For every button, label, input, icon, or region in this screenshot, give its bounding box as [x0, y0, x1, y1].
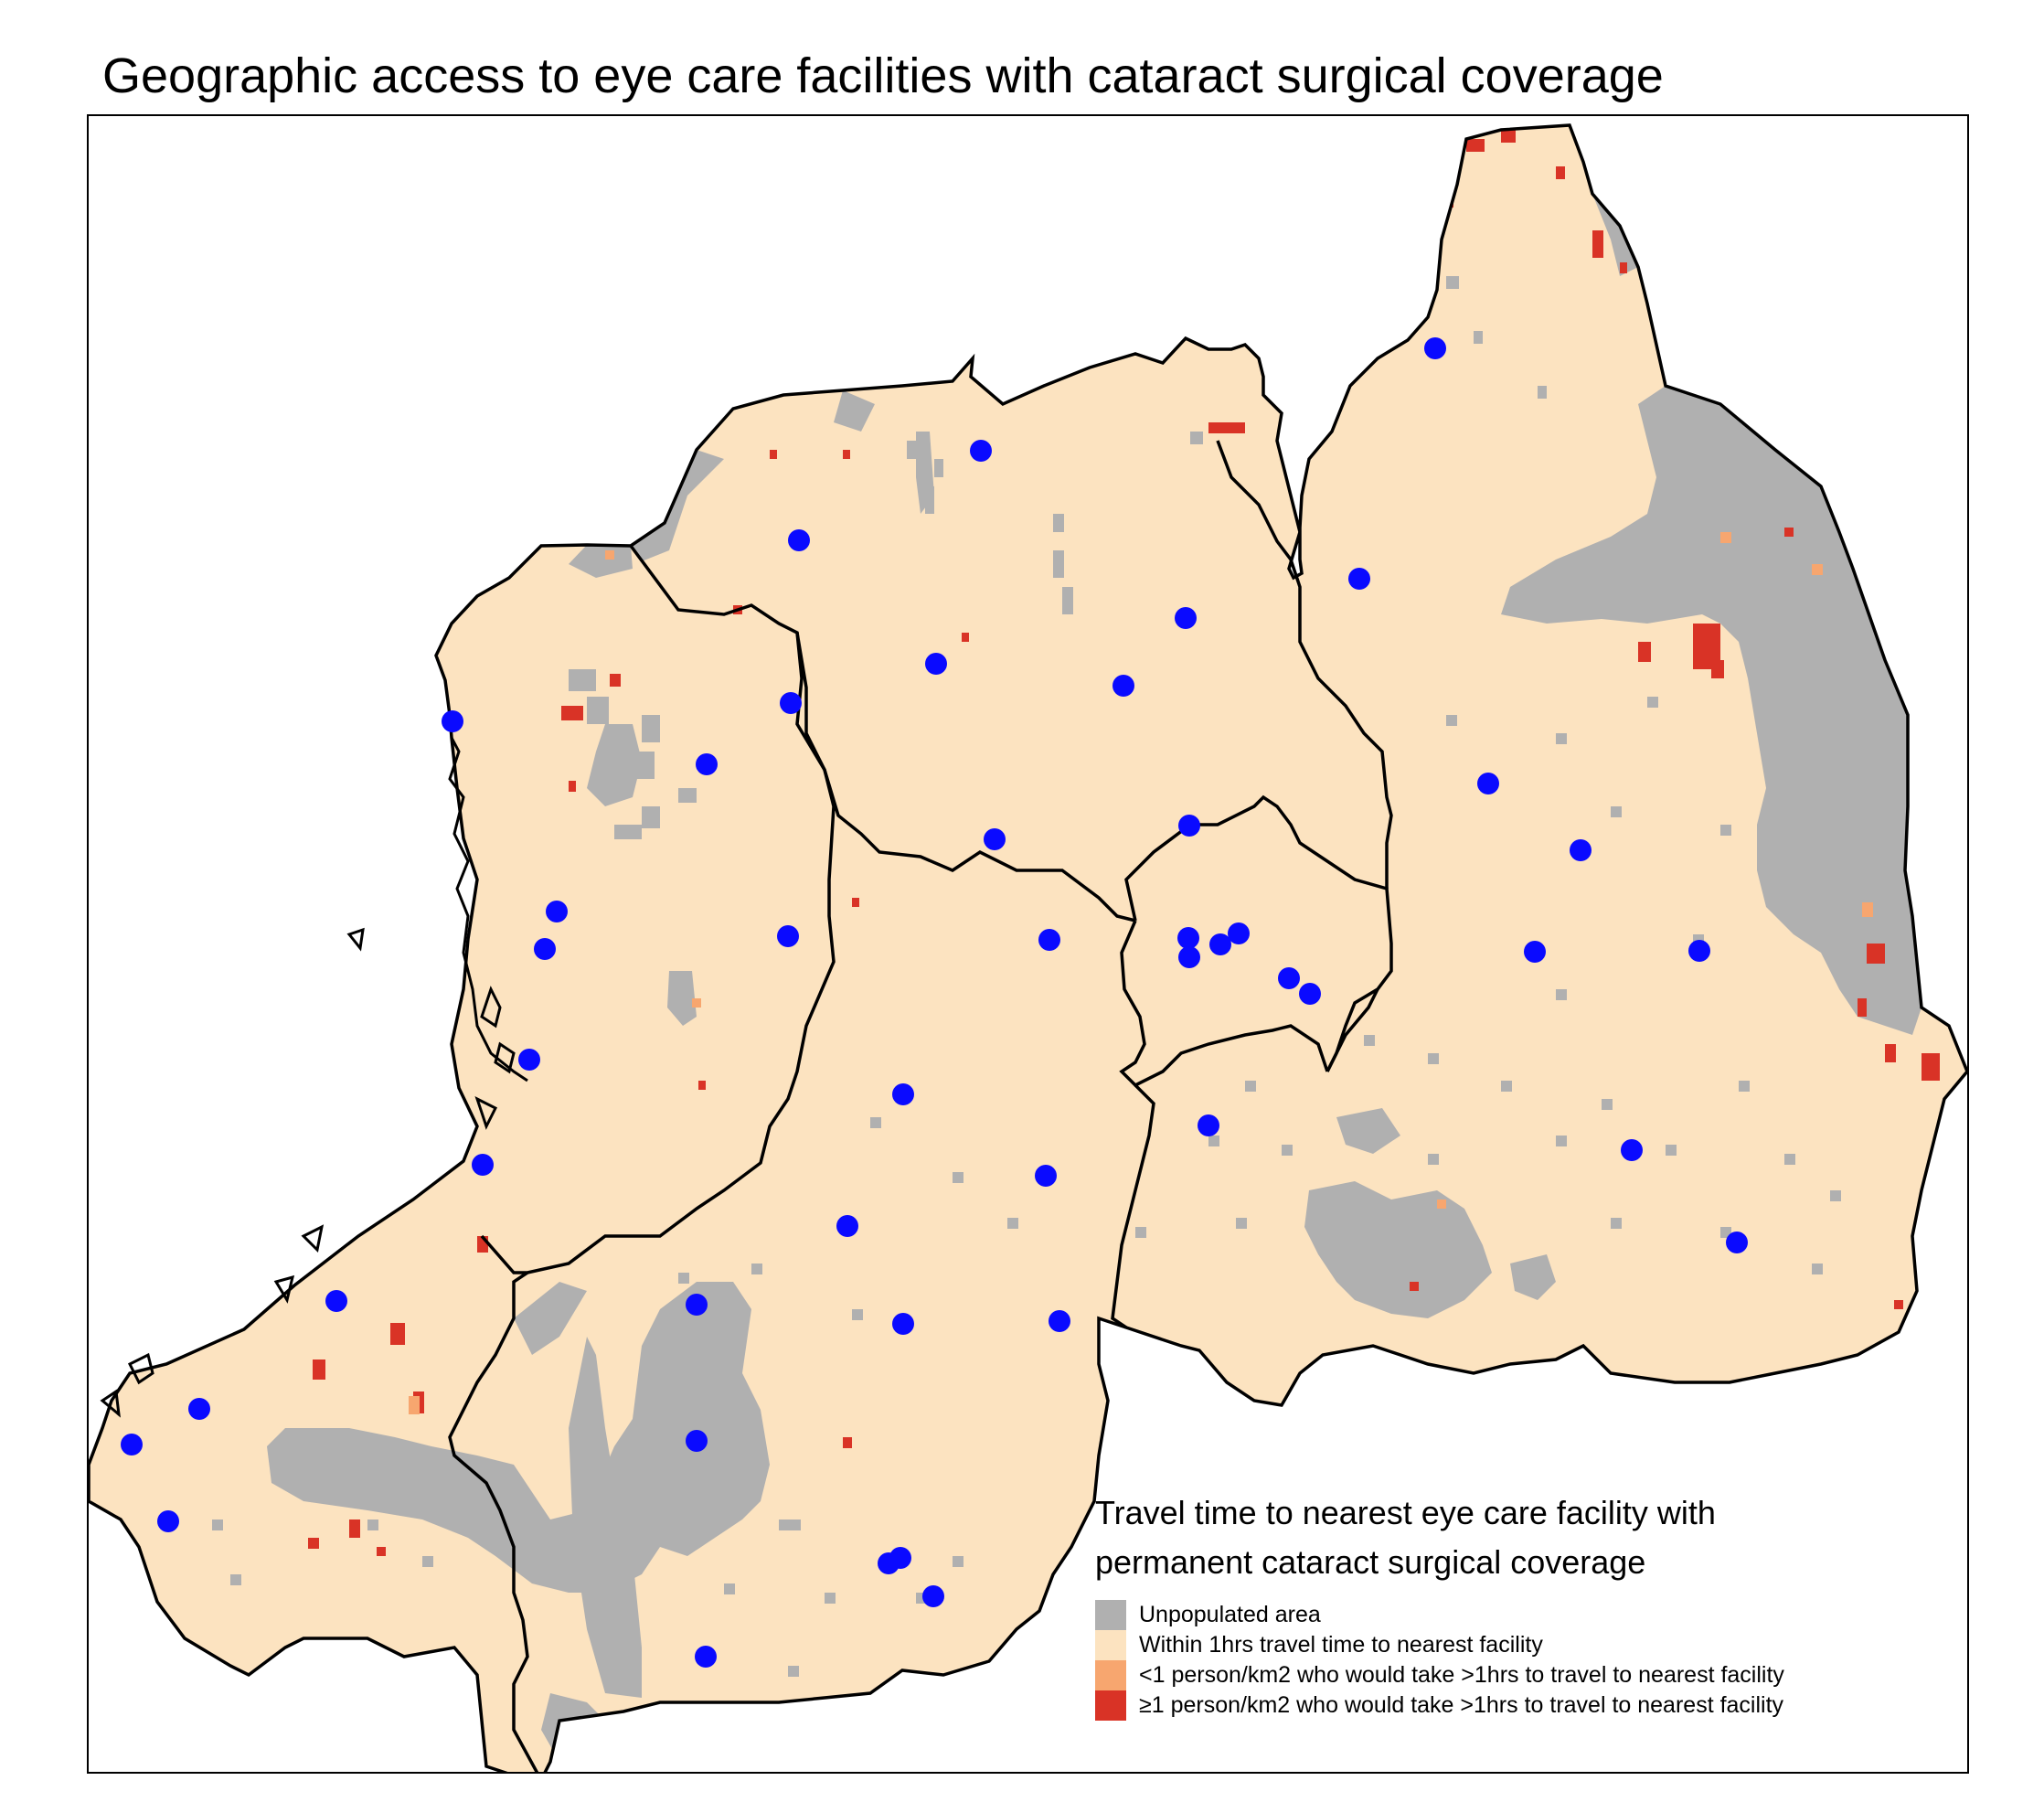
facility-marker — [472, 1154, 494, 1176]
facility-marker — [1278, 967, 1300, 989]
facility-marker — [1112, 675, 1134, 697]
boundary-kigali-south — [1119, 920, 1329, 1088]
facility-marker — [442, 710, 463, 732]
lake-shoreline — [100, 737, 528, 1418]
facility-marker — [695, 1646, 717, 1668]
legend-label: <1 person/km2 who would take >1hrs to tr… — [1139, 1662, 1784, 1688]
facility-marker — [1621, 1139, 1643, 1161]
facility-marker — [1570, 839, 1592, 861]
facility-marker — [1209, 933, 1231, 955]
facility-marker — [1348, 568, 1370, 590]
facility-marker — [1049, 1310, 1070, 1332]
facility-marker — [696, 753, 718, 775]
facility-marker — [1524, 941, 1546, 963]
country-boundary — [89, 123, 1967, 1772]
legend: Travel time to nearest eye care facility… — [1095, 1488, 1954, 1721]
facility-marker — [546, 901, 568, 922]
country-area — [89, 125, 1967, 1772]
boundary-south-eastern — [1111, 1083, 1155, 1329]
legend-item: <1 person/km2 who would take >1hrs to tr… — [1095, 1660, 1954, 1690]
unpopulated-areas — [267, 194, 1922, 1762]
legend-label: ≥1 person/km2 who would take >1hrs to tr… — [1139, 1692, 1784, 1718]
facility-marker — [1175, 607, 1197, 629]
facility-marker — [777, 925, 799, 947]
facility-marker — [518, 1049, 540, 1071]
facility-marker — [188, 1398, 210, 1420]
facility-marker — [157, 1510, 179, 1532]
boundary-northern-eastern — [1216, 440, 1393, 889]
facility-marker — [836, 1215, 858, 1237]
facility-marker — [1477, 773, 1499, 794]
facility-points — [121, 337, 1748, 1668]
map-svg — [89, 123, 1967, 1772]
page-title: Geographic access to eye care facilities… — [102, 48, 1664, 103]
facility-marker — [922, 1585, 944, 1607]
facility-marker — [984, 828, 1006, 850]
facility-marker — [686, 1294, 708, 1316]
facility-marker — [1038, 929, 1060, 951]
facility-marker — [1178, 815, 1200, 837]
boundary-southern-western — [448, 1271, 539, 1772]
boundary-western-northern — [629, 544, 1136, 922]
legend-item: ≥1 person/km2 who would take >1hrs to tr… — [1095, 1690, 1954, 1721]
facility-marker — [325, 1290, 347, 1312]
facility-marker — [534, 938, 556, 960]
facility-marker — [1299, 983, 1321, 1005]
facility-marker — [1228, 922, 1250, 944]
legend-swatch-low-density — [1095, 1660, 1126, 1690]
facility-marker — [1688, 940, 1710, 962]
facility-marker — [788, 529, 810, 551]
facility-marker — [1198, 1114, 1219, 1136]
legend-items: Unpopulated area Within 1hrs travel time… — [1095, 1600, 1954, 1721]
high-density-areas — [308, 130, 1940, 1556]
map-frame — [87, 114, 1969, 1774]
facility-marker — [970, 440, 992, 462]
legend-item: Within 1hrs travel time to nearest facil… — [1095, 1630, 1954, 1660]
legend-label: Unpopulated area — [1139, 1602, 1321, 1627]
facility-marker — [780, 692, 802, 714]
unpopulated-pixels — [212, 276, 1841, 1677]
legend-title-line2: permanent cataract surgical coverage — [1095, 1543, 1646, 1581]
facility-marker — [892, 1083, 914, 1105]
facility-marker — [925, 653, 947, 675]
facility-marker — [121, 1434, 143, 1455]
legend-swatch-high-density — [1095, 1690, 1126, 1721]
facility-marker — [1726, 1232, 1748, 1253]
legend-label: Within 1hrs travel time to nearest facil… — [1139, 1632, 1543, 1658]
legend-swatch-unpopulated — [1095, 1600, 1126, 1630]
facility-marker — [878, 1552, 900, 1574]
boundary-western-south — [480, 632, 836, 1274]
legend-title-line1: Travel time to nearest eye care facility… — [1095, 1494, 1716, 1531]
legend-item: Unpopulated area — [1095, 1600, 1954, 1630]
boundary-kigali-eastern — [1325, 988, 1379, 1072]
facility-marker — [1035, 1165, 1057, 1187]
facility-marker — [1177, 927, 1199, 949]
legend-swatch-within — [1095, 1630, 1126, 1660]
facility-marker — [686, 1430, 708, 1452]
low-density-areas — [409, 532, 1873, 1414]
facility-marker — [1178, 946, 1200, 968]
facility-marker — [892, 1313, 914, 1335]
facility-marker — [1424, 337, 1446, 359]
